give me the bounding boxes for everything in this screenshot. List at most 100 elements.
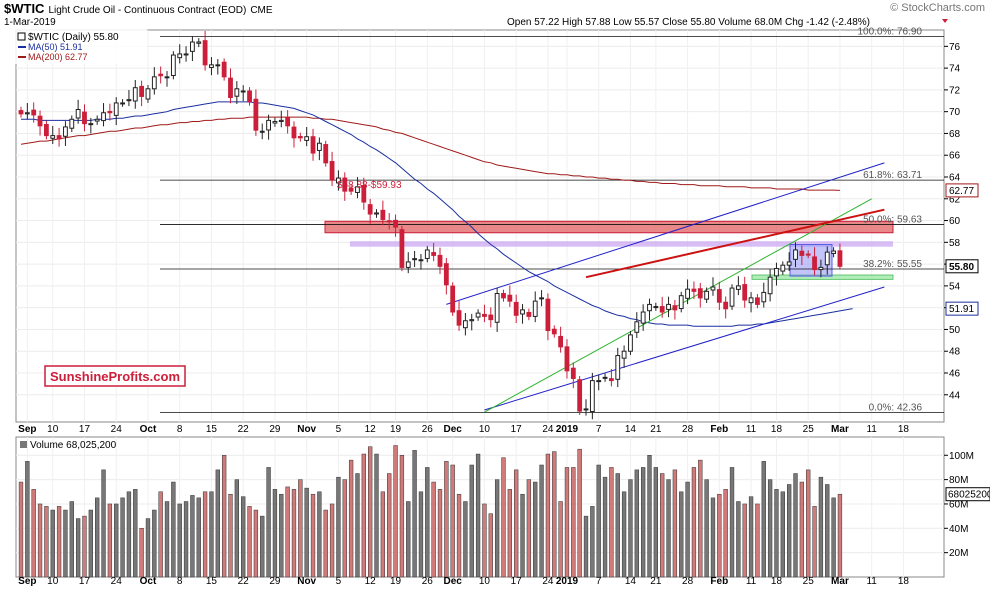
volume-bar (355, 473, 360, 578)
candle-body (126, 99, 132, 102)
date-tick-label: 14 (625, 576, 637, 587)
volume-bar (266, 467, 271, 578)
volume-bar (742, 503, 747, 578)
candle-body (805, 253, 811, 256)
candle-body (63, 126, 68, 137)
candle-body (323, 144, 329, 164)
volume-legend-item: Volume 68,025,200 (20, 440, 117, 451)
candle-body (145, 88, 151, 100)
ma50-legend-item: MA(50) 51.91 (18, 42, 83, 52)
down-arrow-icon (942, 19, 948, 23)
volume-bar (37, 503, 43, 578)
candle-body (253, 98, 259, 131)
volume-bar (520, 493, 525, 578)
candle-body (37, 115, 43, 127)
volume-bar (374, 453, 379, 578)
candle-body (704, 290, 710, 300)
date-tick-label: 2019 (556, 576, 579, 587)
candle-body (113, 102, 119, 116)
volume-bar (196, 497, 201, 578)
date-tick-label: 25 (803, 424, 815, 435)
volume-bar (526, 479, 532, 578)
candle-body (240, 90, 246, 93)
axes: 444648505254565860626466687072747662.775… (18, 42, 990, 587)
candle-body (761, 291, 767, 303)
candle-body (831, 250, 837, 254)
volume-bar (501, 457, 506, 578)
date-tick-label: 17 (79, 576, 91, 587)
volume-bar (717, 493, 722, 578)
date-tick-label: 24 (542, 576, 554, 587)
candle-body (405, 261, 411, 268)
volume-tick-label: 60M (949, 499, 968, 510)
fib-label: 0.0%: 42.36 (869, 403, 923, 414)
price-tag-box (945, 259, 979, 274)
candle-body (418, 259, 424, 262)
price-tick-label: 54 (949, 281, 961, 292)
volume-bar (171, 481, 176, 578)
volume-bar (418, 491, 424, 578)
fib-label: 50.0%: 59.63 (863, 215, 922, 226)
volume-bar (698, 459, 703, 578)
volume-bar (18, 481, 24, 578)
candle-body (596, 380, 602, 383)
candle-body (494, 293, 500, 323)
candle-body (615, 355, 621, 380)
candle-body (329, 161, 335, 181)
volume-legend: Volume 68,025,200 (30, 440, 117, 451)
candle-body (488, 314, 494, 321)
volume-bar (723, 489, 728, 578)
green-support-line (484, 198, 872, 413)
date-tick-label: Dec (444, 576, 463, 587)
volume-tick-label: 40M (949, 524, 968, 535)
candle-body (120, 102, 125, 105)
date-tick-label: Oct (140, 576, 157, 587)
candle-body (336, 177, 341, 184)
volume-bar (75, 518, 81, 578)
volume-bar (50, 509, 55, 578)
volume-bar (812, 506, 817, 578)
volume-bar (482, 503, 487, 578)
date-tick-label: Mar (831, 576, 849, 587)
candle-body (678, 295, 684, 310)
candle-body (793, 249, 798, 260)
candle-body (399, 229, 405, 268)
candle-body (469, 319, 475, 322)
volume-bar (412, 450, 417, 578)
candle-body (291, 126, 297, 139)
volume-bar (456, 493, 462, 578)
candle-body (812, 256, 817, 271)
date-tick-label: 10 (47, 576, 59, 587)
volume-bars (18, 445, 843, 578)
date-tick-label: 18 (771, 424, 783, 435)
date-tick-label: Nov (297, 424, 316, 435)
price-tick-label: 62 (949, 194, 961, 205)
candle-body (456, 310, 462, 326)
candle-body (621, 350, 627, 359)
trendlines (446, 162, 885, 413)
candle-body (729, 287, 735, 307)
legend-box (15, 29, 147, 64)
candle-body (196, 41, 202, 44)
candle-body (297, 135, 303, 139)
volume-bar (780, 491, 785, 578)
date-tick-label: 5 (336, 576, 342, 587)
volume-bar (221, 455, 227, 578)
date-tick-label: 10 (479, 424, 491, 435)
price-tick-label: 74 (949, 64, 961, 75)
price-tick-label: 50 (949, 325, 961, 336)
candle-body (132, 87, 138, 102)
fib-label: 38.2%: 55.55 (863, 259, 922, 270)
volume-bar (571, 467, 576, 578)
candle-body (501, 293, 506, 299)
volume-bar (609, 467, 614, 578)
candle-body (774, 267, 779, 277)
candle-body (666, 303, 671, 310)
candle-body (50, 135, 56, 139)
volume-bar (323, 509, 328, 578)
candle-body (475, 312, 481, 318)
candle-body (634, 321, 640, 333)
candle-body (824, 251, 830, 266)
candle-body (348, 188, 354, 192)
